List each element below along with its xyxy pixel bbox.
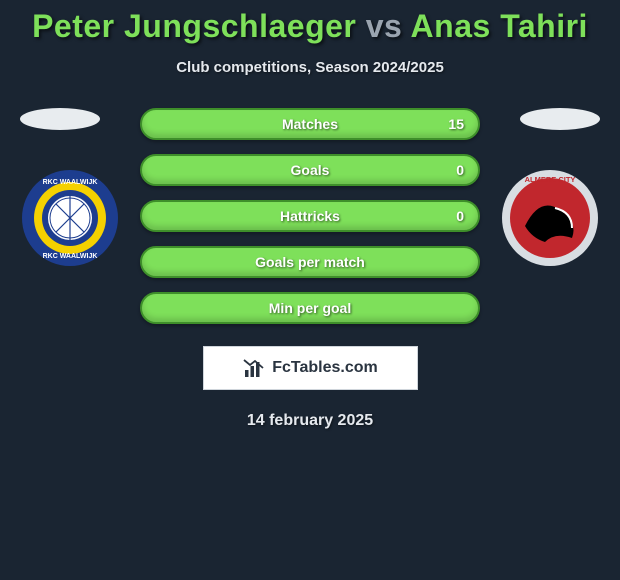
stat-bar-goals: Goals 0 <box>140 154 480 186</box>
player2-photo-placeholder <box>520 108 600 130</box>
player2-name: Anas Tahiri <box>411 8 588 44</box>
date-text: 14 february 2025 <box>0 412 620 430</box>
svg-text:RKC WAALWIJK: RKC WAALWIJK <box>43 179 98 186</box>
stats-bars: Matches 15 Goals 0 Hattricks 0 Goals per… <box>140 108 480 324</box>
bar-chart-icon <box>242 356 266 380</box>
club-crest-right: ALMERE CITY <box>500 168 600 268</box>
svg-text:ALMERE CITY: ALMERE CITY <box>525 175 576 184</box>
player1-photo-placeholder <box>20 108 100 130</box>
stat-value: 15 <box>448 116 464 132</box>
stat-label: Matches <box>282 116 338 132</box>
vs-text: vs <box>366 8 403 44</box>
site-logo-text: FcTables.com <box>272 359 378 377</box>
page-title: Peter Jungschlaeger vs Anas Tahiri <box>0 0 620 45</box>
stat-label: Goals <box>291 162 330 178</box>
stat-bar-matches: Matches 15 <box>140 108 480 140</box>
svg-text:RKC WAALWIJK: RKC WAALWIJK <box>43 253 98 260</box>
stat-label: Goals per match <box>255 254 365 270</box>
stat-label: Hattricks <box>280 208 340 224</box>
stat-value: 0 <box>456 162 464 178</box>
comparison-content: Matches 15 Goals 0 Hattricks 0 Goals per… <box>0 108 620 324</box>
stat-bar-hattricks: Hattricks 0 <box>140 200 480 232</box>
stat-value: 0 <box>456 208 464 224</box>
stat-bar-goals-per-match: Goals per match <box>140 246 480 278</box>
subtitle: Club competitions, Season 2024/2025 <box>0 59 620 76</box>
site-logo-box: FcTables.com <box>203 346 418 390</box>
player1-name: Peter Jungschlaeger <box>32 8 356 44</box>
stat-label: Min per goal <box>269 300 351 316</box>
stat-bar-min-per-goal: Min per goal <box>140 292 480 324</box>
club-crest-left: RKC WAALWIJK RKC WAALWIJK <box>20 168 120 268</box>
